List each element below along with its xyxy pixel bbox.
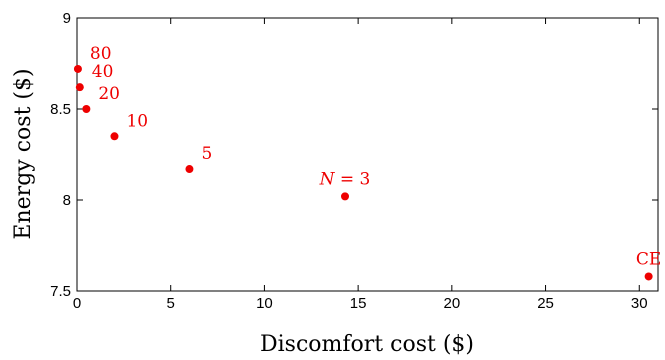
data-label: 80	[90, 44, 112, 64]
data-label: N = 3	[319, 169, 371, 189]
data-point	[644, 272, 653, 281]
y-axis-title: Energy cost ($)	[11, 68, 36, 239]
x-tick-label: 20	[443, 295, 460, 312]
y-tick-label: 8	[63, 192, 71, 209]
x-tick-label: 5	[167, 295, 175, 312]
x-tick-label: 0	[73, 295, 81, 312]
plot-area	[76, 17, 659, 292]
y-tick-label: 8.5	[50, 101, 71, 118]
data-point	[110, 132, 119, 141]
data-point	[73, 64, 82, 73]
y-tick-label: 7.5	[50, 283, 71, 300]
x-axis-title: Discomfort cost ($)	[260, 332, 474, 357]
x-tick-label: 30	[631, 295, 648, 312]
x-tick-label: 10	[256, 295, 273, 312]
y-tick-label: 9	[63, 10, 71, 27]
data-point	[75, 83, 84, 92]
data-label: 20	[98, 84, 120, 104]
data-point	[341, 192, 350, 201]
data-label: 10	[126, 111, 148, 131]
data-label: 40	[92, 62, 114, 82]
data-label: 5	[201, 144, 212, 164]
data-label-value: = 3	[335, 169, 371, 189]
tick-labels: 0 5 10 15 20 25 30 7.5 8 8.5 9	[50, 10, 647, 312]
data-label: CE	[636, 249, 661, 269]
axis-ticks	[76, 17, 658, 292]
x-tick-label: 15	[350, 295, 367, 312]
data-point	[185, 165, 194, 174]
data-label-variable: N	[319, 169, 336, 189]
data-points	[73, 64, 653, 281]
data-point	[82, 105, 91, 113]
x-tick-label: 25	[537, 295, 554, 312]
